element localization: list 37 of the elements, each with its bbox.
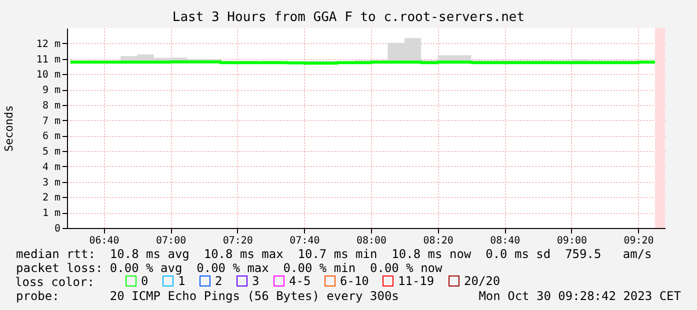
y-tick-label: 10 m bbox=[36, 70, 60, 81]
legend-title: loss color: bbox=[15, 275, 94, 289]
x-tick-label: 09:00 bbox=[556, 236, 588, 246]
x-tick-label: 07:20 bbox=[222, 236, 253, 246]
x-tick-label: 08:40 bbox=[490, 236, 520, 246]
y-axis-title: Seconds bbox=[2, 105, 16, 152]
y-tick-label: 4 m bbox=[42, 162, 60, 173]
y-tick-label: 7 m bbox=[42, 116, 60, 127]
y-tick-label: 6 m bbox=[42, 131, 60, 142]
legend-label: 3 bbox=[252, 274, 260, 288]
y-tick-label: 2 m bbox=[42, 192, 60, 204]
legend-label: 11-19 bbox=[398, 274, 434, 288]
x-tick-label: 08:00 bbox=[356, 236, 387, 246]
x-tick-label: 07:40 bbox=[290, 236, 320, 246]
y-tick-label: 1 m bbox=[42, 208, 60, 220]
legend-label: 6-10 bbox=[340, 274, 369, 288]
x-tick-label: 06:40 bbox=[89, 236, 120, 246]
y-tick-label: 11 m bbox=[36, 54, 60, 66]
y-tick-label: 0 bbox=[54, 224, 60, 234]
y-tick-label: 3 m bbox=[42, 177, 60, 188]
y-tick-label: 12 m bbox=[36, 38, 60, 50]
text: probe: 20 ICMP Echo Pings (56 Bytes) every 300s bbox=[16, 289, 399, 303]
legend-label: 4-5 bbox=[289, 274, 311, 288]
y-tick-label: 9 m bbox=[42, 85, 60, 96]
text: median rtt: 10.8 ms avg 10.8 ms max 10.7 ms min 10.8 ms now 0.0 ms sd 759.5 am/s bbox=[16, 247, 652, 261]
x-tick-label: 09:20 bbox=[624, 236, 654, 246]
legend-label: 2 bbox=[215, 274, 222, 288]
chart-title: Last 3 Hours from GGA F to c.root-servers.net bbox=[171, 10, 526, 25]
y-tick-label: 5 m bbox=[42, 146, 60, 158]
y-tick-label: 8 m bbox=[42, 100, 60, 112]
text: packet loss: 0.00 % avg 0.00 % max 0.00 % min 0.00 % now bbox=[16, 261, 442, 275]
x-tick-label: 07:00 bbox=[156, 236, 186, 246]
legend-label: 0 bbox=[141, 274, 148, 288]
legend-label: 20/20 bbox=[464, 274, 500, 288]
text: Mon Oct 30 09:28:42 2023 CET bbox=[478, 289, 681, 303]
x-tick-label: 08:20 bbox=[423, 236, 454, 246]
legend-label: 1 bbox=[178, 274, 186, 288]
